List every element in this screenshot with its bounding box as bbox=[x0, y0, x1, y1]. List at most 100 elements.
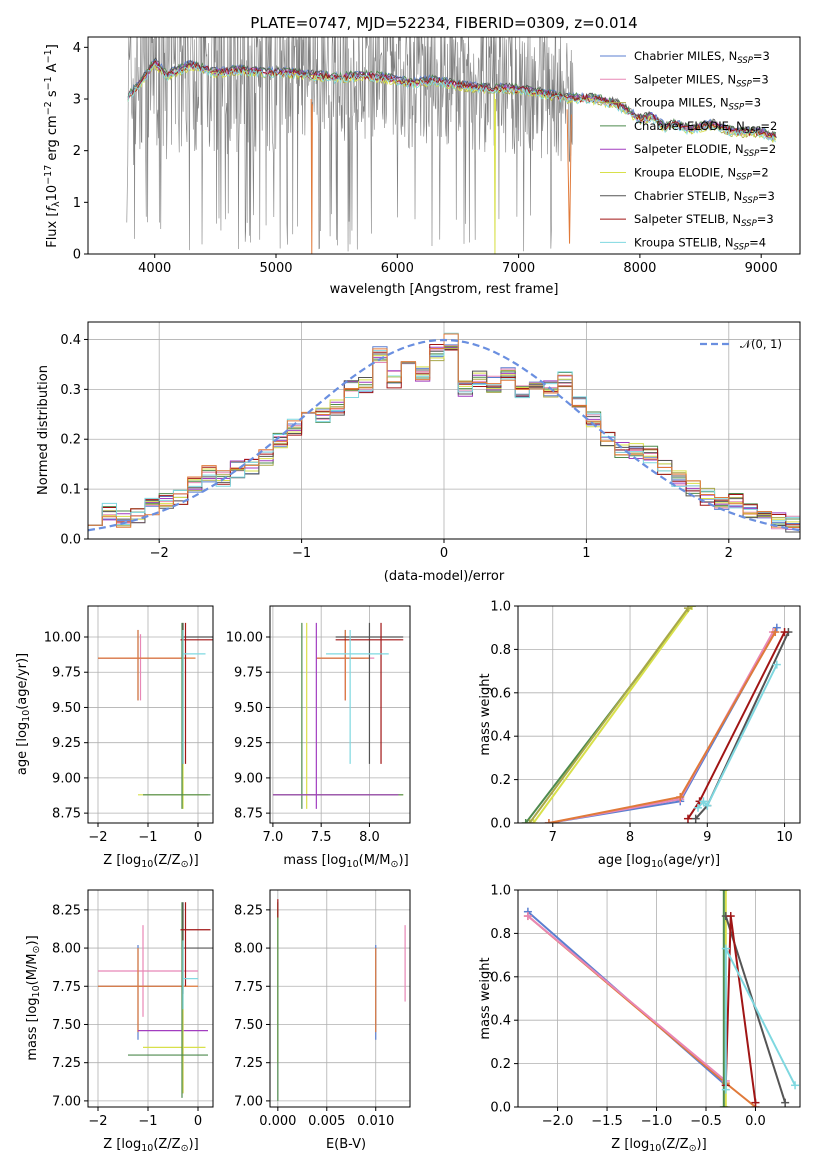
error-bar bbox=[138, 1009, 208, 1094]
mass-weight-marker bbox=[523, 912, 532, 921]
error-bar bbox=[128, 902, 208, 1098]
model-dip-line bbox=[310, 98, 313, 254]
error-bar bbox=[316, 629, 370, 701]
legend-entry: Kroupa ELODIE, NSSP=2 bbox=[634, 166, 769, 183]
mass-weight-line bbox=[548, 631, 774, 823]
y-tick-label: 9.50 bbox=[52, 701, 81, 716]
y-tick-label: 2 bbox=[73, 144, 81, 159]
plot-area bbox=[272, 622, 404, 809]
mass-weight-marker bbox=[699, 797, 708, 806]
x-tick-label: 9 bbox=[703, 830, 711, 845]
spectrum-panel: 4000 5000 6000 7000 8000 9000 0 1 2 3 4 wavelength … bbox=[43, 36, 801, 297]
y-tick-label: 7.75 bbox=[234, 980, 263, 995]
axes: 7.0 7.5 8.0 8.75 9.00 9.25 9.50 9.75 10.00 bbox=[226, 605, 411, 845]
y-tick-label: 0.0 bbox=[490, 1101, 511, 1116]
mass-weight-marker bbox=[719, 1103, 728, 1107]
model-line bbox=[127, 60, 777, 140]
y-tick-label: 8.25 bbox=[52, 903, 81, 918]
mass-weight-marker bbox=[751, 1098, 760, 1107]
axes: −2.0 −1.5 −1.0 −0.5 0.0 0.0 0.2 0.4 0.6 0.8 1.0 bbox=[490, 884, 801, 1129]
x-tick-label: 9000 bbox=[745, 261, 778, 276]
x-tick-label: −1.5 bbox=[591, 1114, 623, 1129]
mass-weight-marker bbox=[791, 1081, 800, 1090]
massweight-vs-age-panel: 7 8 9 10 0.0 0.2 0.4 0.6 0.8 1.0 mass weight age [l… bbox=[478, 600, 801, 870]
y-tick-label: 0.1 bbox=[60, 483, 81, 498]
mass-weight-line bbox=[548, 627, 778, 823]
x-tick-label: 2 bbox=[725, 546, 733, 561]
mass-weight-marker bbox=[721, 944, 730, 953]
mass-weight-marker bbox=[771, 628, 780, 637]
mass-weight-marker bbox=[721, 1103, 730, 1107]
plot-area bbox=[523, 890, 800, 1107]
x-tick-label: −0.5 bbox=[690, 1114, 722, 1129]
error-bar bbox=[98, 629, 196, 701]
x-tick-label: 0.010 bbox=[357, 1114, 394, 1129]
legend-entry: Chabrier MILES, NSSP=3 bbox=[634, 49, 770, 66]
axes: −2 −1 0 8.75 9.00 9.25 9.50 9.75 10.00 bbox=[44, 605, 214, 845]
y-tick-label: 8.75 bbox=[234, 807, 263, 822]
x-tick-label: 6000 bbox=[381, 261, 414, 276]
legend-entry: Kroupa STELIB, NSSP=4 bbox=[634, 235, 766, 252]
error-bar bbox=[98, 629, 181, 701]
age-vs-Z-y-label: age [log10(age/yr)] bbox=[15, 653, 32, 775]
x-tick-label: −1 bbox=[292, 546, 311, 561]
grid bbox=[270, 890, 410, 1107]
x-tick-label: 7000 bbox=[502, 261, 535, 276]
mass-weight-marker bbox=[721, 1085, 730, 1094]
age-vs-mass-x-label: mass [log10(M/M⊙)] bbox=[283, 853, 408, 870]
error-bar bbox=[98, 634, 183, 701]
y-tick-label: 0.3 bbox=[60, 383, 81, 398]
figure-title: PLATE=0747, MJD=52234, FIBERID=0309, z=0… bbox=[250, 14, 637, 32]
mass-weight-marker bbox=[719, 890, 728, 894]
y-tick-label: 8.00 bbox=[234, 942, 263, 957]
x-tick-label: −2.0 bbox=[542, 1114, 574, 1129]
y-tick-label: 0.0 bbox=[490, 817, 511, 832]
spectrum-x-label: wavelength [Angstrom, rest frame] bbox=[330, 282, 559, 297]
plot-area bbox=[521, 606, 793, 823]
grid bbox=[88, 606, 213, 823]
y-tick-label: 0.6 bbox=[490, 686, 511, 701]
age-vs-metallicity-panel: −2 −1 0 8.75 9.00 9.25 9.50 9.75 10.00 Z [log10(Z… bbox=[15, 605, 214, 870]
y-tick-label: 0.2 bbox=[490, 1057, 511, 1072]
error-bar bbox=[98, 925, 198, 1017]
mass-weight-marker bbox=[726, 912, 735, 921]
error-bar bbox=[316, 629, 365, 701]
x-tick-label: −2 bbox=[150, 546, 169, 561]
mass-weight-marker bbox=[772, 623, 781, 632]
error-bar bbox=[182, 629, 206, 764]
x-tick-label: −2 bbox=[88, 1114, 107, 1129]
mass-vs-Z-x-label: Z [log10(Z/Z⊙)] bbox=[103, 1137, 198, 1154]
x-tick-label: 0.000 bbox=[259, 1114, 296, 1129]
y-tick-label: 9.75 bbox=[234, 666, 263, 681]
x-tick-label: −1 bbox=[138, 830, 157, 845]
error-bar bbox=[326, 629, 389, 764]
plot-area bbox=[126, 37, 778, 254]
error-bar bbox=[335, 622, 404, 764]
grid bbox=[88, 890, 213, 1107]
y-tick-label: 7.00 bbox=[52, 1094, 81, 1109]
mass-weight-marker bbox=[521, 819, 530, 823]
error-bar bbox=[182, 940, 198, 1010]
mass-vs-ebv-panel: 0.000 0.005 0.010 7.00 7.25 7.50 7.75 8.00 8.25 E… bbox=[234, 889, 411, 1152]
y-tick-label: 7.50 bbox=[52, 1018, 81, 1033]
model-line bbox=[127, 63, 777, 143]
massweight-vs-age-y-label: mass weight bbox=[478, 673, 493, 755]
massweight-vs-metallicity-panel: −2.0 −1.5 −1.0 −0.5 0.0 0.0 0.2 0.4 0.6 0.8 1.0 mas… bbox=[478, 884, 801, 1154]
age-vs-mass-panel: 7.0 7.5 8.0 8.75 9.00 9.25 9.50 9.75 10.00 mass [… bbox=[226, 605, 411, 870]
histogram-step-line bbox=[88, 333, 800, 529]
mass-weight-line bbox=[527, 915, 727, 1082]
mass-weight-marker bbox=[691, 814, 700, 823]
mass-vs-EBV-x-label: E(B-V) bbox=[326, 1137, 366, 1152]
x-tick-label: 8 bbox=[626, 830, 634, 845]
x-tick-label: 0 bbox=[194, 1114, 202, 1129]
mass-weight-marker bbox=[676, 792, 685, 801]
y-tick-label: 0.2 bbox=[490, 773, 511, 788]
error-bar bbox=[272, 622, 399, 809]
y-tick-label: 10.00 bbox=[226, 631, 263, 646]
mass-weight-line bbox=[687, 631, 786, 820]
residuals-panel: −2 −1 0 1 2 0.0 0.1 0.2 0.3 0.4 𝒩(0, 1) (data-model… bbox=[36, 321, 801, 584]
mass-weight-marker bbox=[525, 819, 534, 823]
residuals-x-label: (data-model)/error bbox=[384, 569, 505, 584]
y-tick-label: 7.75 bbox=[52, 980, 81, 995]
